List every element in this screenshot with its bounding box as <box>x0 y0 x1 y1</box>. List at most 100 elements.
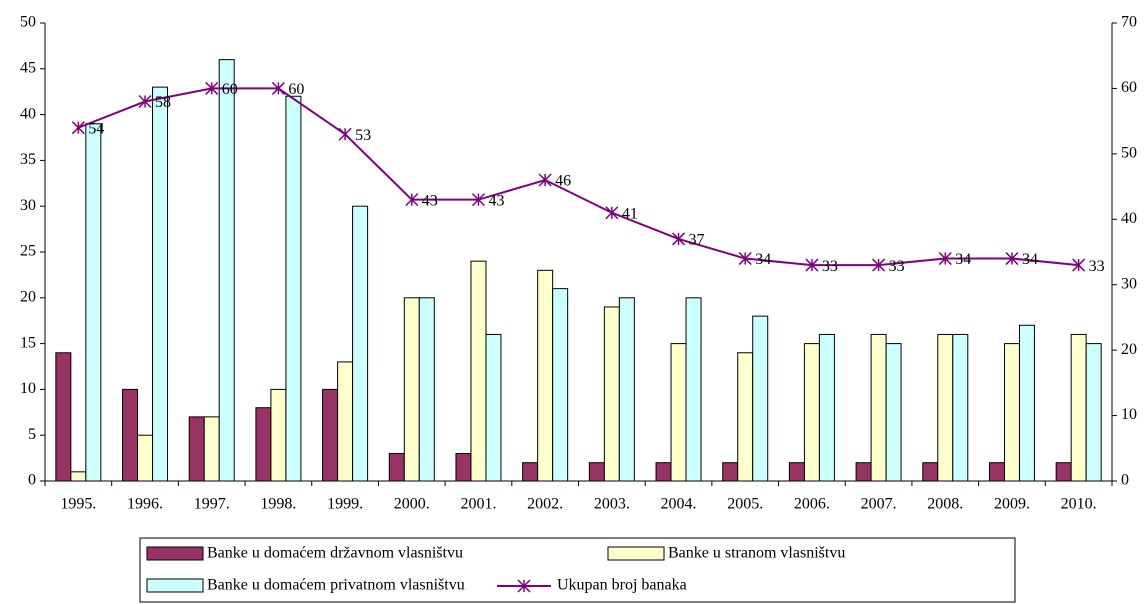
bar <box>152 86 169 482</box>
marker <box>738 252 752 266</box>
marker <box>338 127 352 141</box>
bar <box>952 333 969 482</box>
y2-tick-label: 70 <box>1121 14 1137 31</box>
bar <box>655 462 672 482</box>
bar <box>788 462 805 482</box>
marker <box>805 258 819 272</box>
x-tick-label: 1998. <box>260 496 296 513</box>
x-tick-label: 2009. <box>994 496 1030 513</box>
bar <box>218 59 235 482</box>
x-tick-label: 1999. <box>327 496 363 513</box>
legend-swatch <box>146 578 204 593</box>
data-label: 43 <box>422 192 438 209</box>
bar <box>818 333 835 482</box>
bar <box>352 205 369 482</box>
bar <box>1085 343 1102 482</box>
bar <box>870 333 887 482</box>
legend-swatch <box>607 546 665 561</box>
data-label: 34 <box>1022 251 1038 268</box>
x-tick-label: 2001. <box>460 496 496 513</box>
bar <box>937 333 954 482</box>
x-tick-label: 1996. <box>127 496 163 513</box>
bar <box>722 462 739 482</box>
bar <box>70 471 87 482</box>
x-tick-label: 2002. <box>527 496 563 513</box>
x-tick-label: 2000. <box>394 496 430 513</box>
marker <box>71 121 85 135</box>
bar <box>203 416 220 482</box>
bar <box>1018 324 1035 482</box>
data-label: 33 <box>889 258 905 275</box>
data-label: 54 <box>88 120 104 137</box>
bar <box>522 462 539 482</box>
legend-label: Banke u domaćem privatnom vlasništvu <box>207 577 465 594</box>
y-tick-label: 25 <box>20 243 36 260</box>
bar <box>322 388 339 482</box>
data-label: 37 <box>689 232 705 249</box>
data-label: 60 <box>222 81 238 98</box>
bar <box>270 388 287 482</box>
x-tick-label: 2005. <box>727 496 763 513</box>
marker <box>1005 252 1019 266</box>
bar <box>388 453 405 482</box>
x-tick-label: 2003. <box>594 496 630 513</box>
bar <box>737 352 754 482</box>
x-tick-label: 2004. <box>661 496 697 513</box>
marker <box>471 193 485 207</box>
y2-tick-label: 20 <box>1121 341 1137 358</box>
bar <box>485 333 502 482</box>
data-label: 60 <box>288 81 304 98</box>
data-label: 58 <box>155 94 171 111</box>
bar <box>603 306 620 482</box>
x-tick-label: 2008. <box>927 496 963 513</box>
marker <box>405 193 419 207</box>
y2-tick-label: 0 <box>1121 472 1129 489</box>
legend <box>139 537 1016 603</box>
marker <box>938 252 952 266</box>
bar <box>285 95 302 482</box>
bar <box>255 407 272 482</box>
marker <box>538 173 552 187</box>
data-label: 43 <box>488 192 504 209</box>
data-label: 34 <box>955 251 971 268</box>
bar <box>685 297 702 482</box>
bar <box>1003 343 1020 482</box>
x-tick-label: 1997. <box>194 496 230 513</box>
bar <box>670 343 687 482</box>
bar <box>752 315 769 482</box>
legend-label: Banke u stranom vlasništvu <box>668 545 845 562</box>
data-label: 41 <box>622 205 638 222</box>
line <box>77 87 1079 267</box>
bar <box>922 462 939 482</box>
bar <box>1055 462 1072 482</box>
x-tick-label: 2006. <box>794 496 830 513</box>
y2-tick-label: 40 <box>1121 210 1137 227</box>
y-tick-label: 35 <box>20 151 36 168</box>
data-label: 53 <box>355 127 371 144</box>
legend-label: Ukupan broj banaka <box>557 577 687 594</box>
data-label: 34 <box>755 251 771 268</box>
legend-marker <box>517 579 531 593</box>
data-label: 46 <box>555 173 571 190</box>
legend-swatch <box>146 546 204 561</box>
y2-tick-label: 50 <box>1121 145 1137 162</box>
bar <box>418 297 435 482</box>
y-tick-label: 20 <box>20 288 36 305</box>
bar <box>85 123 102 482</box>
bar <box>337 361 354 482</box>
data-label: 33 <box>1089 258 1105 275</box>
bar <box>618 297 635 482</box>
bar <box>122 388 139 482</box>
marker <box>605 206 619 220</box>
marker <box>271 81 285 95</box>
marker <box>872 258 886 272</box>
y-tick-label: 0 <box>28 472 36 489</box>
y2-tick-label: 60 <box>1121 79 1137 96</box>
y-tick-label: 5 <box>28 426 36 443</box>
data-label: 33 <box>822 258 838 275</box>
y2-tick-label: 10 <box>1121 406 1137 423</box>
bar <box>455 453 472 482</box>
bar <box>55 352 72 482</box>
y2-tick-label: 30 <box>1121 275 1137 292</box>
